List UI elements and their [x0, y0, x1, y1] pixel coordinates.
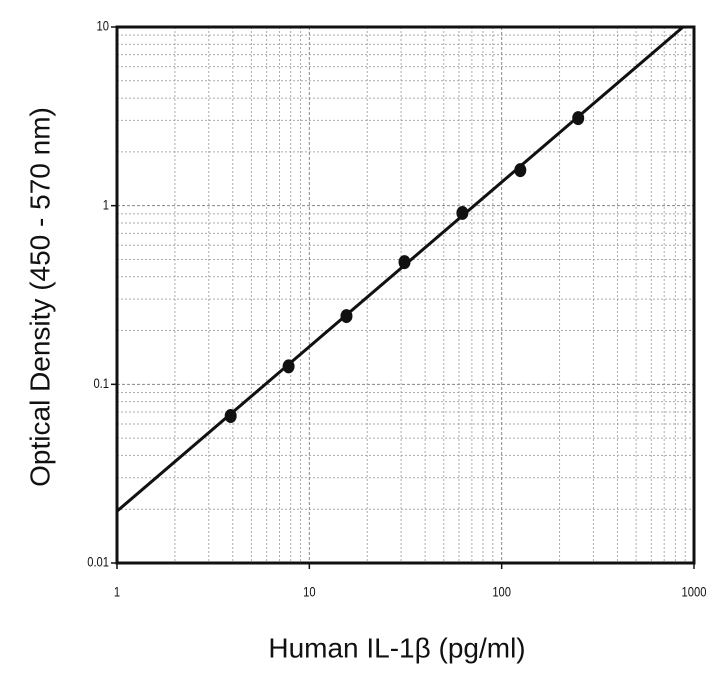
- data-point: [514, 163, 527, 178]
- data-point: [572, 111, 585, 126]
- data-point: [224, 408, 237, 423]
- y-tick-label: 0.1: [93, 376, 109, 391]
- data-point: [282, 359, 295, 374]
- x-tick-label: 100: [492, 585, 511, 600]
- y-tick-label: 0.01: [87, 555, 109, 570]
- x-tick-label: 10: [303, 585, 315, 600]
- y-axis-label: Optical Density (450 - 570 nm): [24, 107, 55, 487]
- y-tick-label: 1: [103, 197, 109, 212]
- x-tick-label: 1: [114, 585, 120, 600]
- data-point: [398, 255, 411, 270]
- plot-frame: [115, 25, 696, 565]
- data-point: [456, 205, 469, 220]
- y-tick-label: 10: [97, 19, 109, 34]
- x-tick-label: 1000: [682, 585, 707, 600]
- data-point: [340, 309, 353, 324]
- fit-line: [116, 25, 685, 513]
- x-axis-label: Human IL-1β (pg/ml): [268, 632, 525, 663]
